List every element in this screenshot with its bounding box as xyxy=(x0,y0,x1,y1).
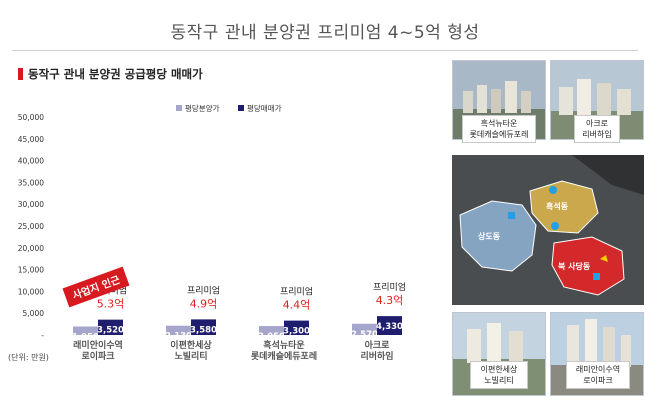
bar-value-label: 2,130 xyxy=(165,332,192,342)
bar xyxy=(166,325,191,335)
y-tick-label: 45,000 xyxy=(18,135,44,144)
bar xyxy=(259,326,284,335)
photo-caption-acro: 아크로 리버하임 xyxy=(574,115,620,143)
caption-line: 리버하임 xyxy=(582,130,612,139)
premium-value: 4.4억 xyxy=(283,299,311,312)
legend-label: 평당매매가 xyxy=(247,103,282,113)
bar-value-label: 3,580 xyxy=(190,325,217,335)
location-map: 상도동 흑석동 북 사당동 xyxy=(452,155,644,305)
map-label-heukseok: 흑석동 xyxy=(546,202,569,211)
category-label: 로이파크 xyxy=(81,350,114,362)
y-tick-label: 5,000 xyxy=(23,309,45,318)
bar xyxy=(73,326,98,335)
category-label: 노빌리티 xyxy=(174,350,207,362)
category-label: 리버하임 xyxy=(360,350,393,362)
section-marker xyxy=(18,68,23,80)
bar-value-label: 3,520 xyxy=(97,326,124,336)
photo-caption-ecvan: 이편한세상 노빌리티 xyxy=(470,361,528,389)
bar-value-label: 2,570 xyxy=(351,330,378,340)
y-tick-label: 35,000 xyxy=(18,178,44,187)
bar xyxy=(284,320,309,335)
y-tick-label: 40,000 xyxy=(18,157,44,166)
premium-value: 5.3억 xyxy=(97,298,125,311)
map-label-sadang: 북 사당동 xyxy=(558,262,591,271)
category-label: 래미안이수역 xyxy=(73,339,123,351)
caption-line: 아크로 xyxy=(585,119,609,128)
caption-line: 이편한세상 xyxy=(480,365,518,374)
y-tick-label: 25,000 xyxy=(18,222,44,231)
category-label: 이편한세상 xyxy=(170,339,212,351)
bar-value-label: 3,300 xyxy=(283,327,310,337)
bar xyxy=(191,319,216,335)
title-divider xyxy=(12,50,638,51)
legend-label: 평당분양가 xyxy=(185,103,220,113)
unit-note: (단위: 만원) xyxy=(8,353,49,362)
section-title: 동작구 관내 분양권 공급평당 매매가 xyxy=(18,66,203,82)
photo-caption-raemian: 래미안이수역 로이파크 xyxy=(566,361,630,389)
caption-line: 롯데캐슬에듀포레 xyxy=(469,130,529,139)
y-tick-label: 50,000 xyxy=(18,113,44,122)
section-title-text: 동작구 관내 분양권 공급평당 매매가 xyxy=(28,67,203,81)
caption-line: 흑석뉴타운 xyxy=(480,119,518,128)
page-title: 동작구 관내 분양권 프리미엄 4~5억 형성 xyxy=(170,23,480,43)
bar-chart: - 5,000 10,000 15,000 20,000 25,000 30,000 35,0… xyxy=(18,103,406,362)
bar xyxy=(352,323,377,335)
caption-line: 래미안이수역 xyxy=(575,365,621,374)
y-tick-label: 30,000 xyxy=(18,200,44,209)
caption-line: 로이파크 xyxy=(583,376,613,385)
bar-value-label: 2,050 xyxy=(258,332,285,342)
photo-caption-heukseok: 흑석뉴타운 롯데캐슬에듀포레 xyxy=(462,115,536,143)
y-tick-label: 15,000 xyxy=(18,266,44,275)
stamp-background xyxy=(62,266,130,308)
bar-value-label: 1,950 xyxy=(72,332,99,342)
category-label: 아크로 xyxy=(365,339,391,351)
premium-label: 프리미엄 xyxy=(280,286,313,298)
legend-swatch xyxy=(176,105,182,111)
bar-value-label: 4,330 xyxy=(376,322,403,332)
bar xyxy=(377,316,402,335)
y-tick-label: 20,000 xyxy=(18,244,44,253)
y-tick-label: 10,000 xyxy=(18,287,44,296)
premium-label: 프리미엄 xyxy=(187,284,220,296)
premium-label: 프리미엄 xyxy=(373,281,406,293)
legend-swatch xyxy=(238,105,244,111)
bar xyxy=(98,319,123,335)
premium-value: 4.9억 xyxy=(190,297,218,310)
category-label: 롯데캐슬에듀포레 xyxy=(251,350,317,362)
caption-line: 노빌리티 xyxy=(484,376,514,385)
premium-value: 4.3억 xyxy=(376,294,404,307)
y-tick-label: - xyxy=(41,331,44,340)
map-label-sangdo: 상도동 xyxy=(478,232,501,241)
category-label: 흑석뉴타운 xyxy=(263,339,304,351)
map-icon xyxy=(452,155,644,305)
